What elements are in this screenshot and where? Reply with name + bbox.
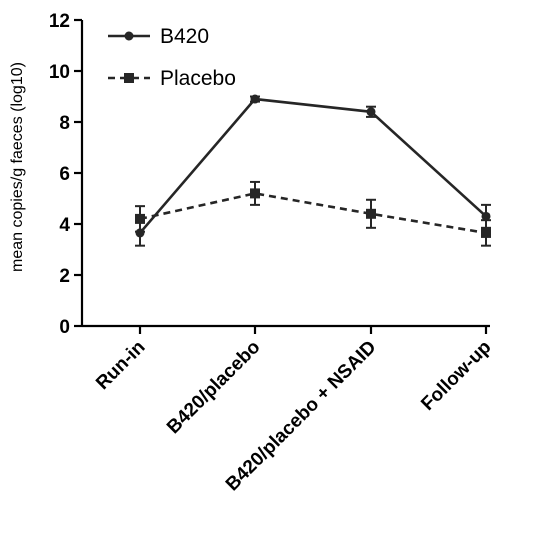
data-point xyxy=(250,188,260,199)
x-tick-label: Follow-up xyxy=(417,337,495,415)
y-tick-label: 6 xyxy=(59,164,70,185)
data-point xyxy=(250,94,260,104)
data-point xyxy=(481,211,491,221)
x-tick-label: Run-in xyxy=(92,337,149,394)
legend-marker xyxy=(124,31,134,41)
data-point xyxy=(366,208,376,219)
data-point xyxy=(481,227,491,238)
axes xyxy=(80,20,490,328)
data-point xyxy=(366,107,376,117)
y-tick-label: 2 xyxy=(59,266,70,287)
series-line xyxy=(139,97,487,234)
y-tick-label: 10 xyxy=(49,62,70,83)
y-tick-label: 4 xyxy=(59,215,70,236)
y-tick-label: 12 xyxy=(49,11,70,32)
legend-item-b420: B420 xyxy=(108,25,209,48)
y-tick-label: 0 xyxy=(59,317,70,338)
series-layer xyxy=(135,94,491,247)
legend-label: Placebo xyxy=(160,67,236,90)
legend-item-placebo: Placebo xyxy=(108,67,236,90)
series-placebo xyxy=(135,180,491,247)
x-tick-label: B420/placebo xyxy=(163,337,264,438)
y-tick-label: 8 xyxy=(59,113,70,134)
legend: B420 Placebo xyxy=(108,25,236,90)
data-point xyxy=(135,213,145,224)
legend-label: B420 xyxy=(160,25,209,48)
series-b420 xyxy=(135,94,491,247)
y-axis-ticks: 0 2 4 6 8 10 12 xyxy=(49,11,82,338)
series-line xyxy=(139,192,487,235)
y-axis-title: mean copies/g faeces (log10) xyxy=(9,62,26,272)
legend-marker xyxy=(124,73,134,83)
